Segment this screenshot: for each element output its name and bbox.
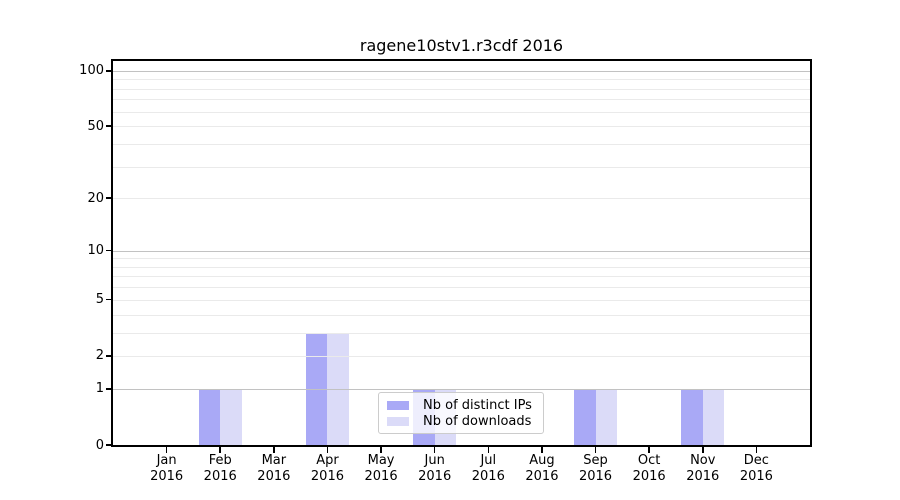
x-tick-label: Sep 2016 [578,453,613,484]
gridline-minor [113,355,810,357]
y-axis-tick [106,197,112,199]
x-axis-tick [755,447,758,453]
gridline-major [113,70,810,72]
y-axis-tick [106,125,112,127]
x-tick-label: Jun 2016 [418,453,452,484]
bar-downloads-sep [595,388,618,445]
gridline-minor [113,276,810,278]
y-tick-label: 10 [87,243,104,259]
gridline-major [113,250,810,252]
gridline-major [113,388,810,390]
bar-distinct-ips-nov [681,388,703,445]
gridline-minor [113,332,810,334]
bar-downloads-apr [327,332,349,445]
y-axis-tick [106,249,112,252]
y-axis-tick [106,298,112,301]
legend-label-distinct-ips: Nb of distinct IPs [423,397,532,413]
bar-downloads-nov [702,388,725,445]
gridline-minor [113,88,810,90]
gridline-minor [113,79,810,81]
x-axis-tick [702,447,704,453]
y-axis-tick [106,388,112,390]
y-axis-tick [106,355,112,357]
x-tick-label: Oct 2016 [632,453,666,484]
y-tick-label: 2 [95,348,104,364]
gridline-minor [113,99,810,101]
y-tick-label: 50 [87,118,104,134]
x-axis-tick [380,447,382,453]
gridline-minor [113,299,810,301]
y-tick-label: 1 [95,381,104,397]
x-tick-label: Aug 2016 [525,453,559,484]
x-tick-label: Nov 2016 [686,453,720,484]
chart-title: ragene10stv1.r3cdf 2016 [359,36,564,55]
gridline-minor [113,126,810,128]
gridline-minor [113,166,810,168]
y-axis-tick [106,444,112,446]
legend-swatch-downloads [387,416,409,426]
bar-distinct-ips-apr [305,332,328,445]
gridline-minor [113,266,810,268]
legend-swatch-distinct-ips [387,400,409,410]
x-axis-tick [433,447,436,453]
bar-distinct-ips-feb [198,388,221,445]
x-tick-label: Mar 2016 [257,453,291,484]
x-axis-tick [541,447,543,453]
x-axis-tick [326,447,329,453]
x-axis-tick [273,447,275,453]
y-tick-label: 0 [95,437,104,453]
x-axis-tick [165,447,168,453]
legend-item-downloads: Nb of downloads [387,413,535,429]
x-axis-tick [487,447,490,453]
x-tick-label: Jul 2016 [471,453,505,484]
y-tick-label: 5 [95,292,104,308]
x-tick-label: Dec 2016 [739,453,773,484]
x-axis-tick [594,447,597,453]
plot-area [113,61,810,445]
gridline-minor [113,143,810,145]
legend-label-downloads: Nb of downloads [423,413,532,429]
y-axis-tick [106,70,112,72]
legend-item-distinct-ips: Nb of distinct IPs [387,397,535,413]
x-tick-label: May 2016 [364,453,398,484]
bar-distinct-ips-sep [574,388,596,445]
gridline-minor [113,314,810,316]
y-tick-label: 20 [87,190,104,206]
gridline-minor [113,111,810,113]
x-tick-label: Jan 2016 [150,453,184,484]
gridline-minor [113,258,810,260]
bar-downloads-feb [220,388,242,445]
x-tick-label: Feb 2016 [203,453,237,484]
x-tick-label: Apr 2016 [310,453,344,484]
x-axis-tick [648,447,650,453]
gridline-minor [113,198,810,200]
gridline-minor [113,287,810,289]
x-axis-tick [219,447,221,453]
legend: Nb of distinct IPs Nb of downloads [378,392,544,434]
y-tick-label: 100 [79,63,104,79]
